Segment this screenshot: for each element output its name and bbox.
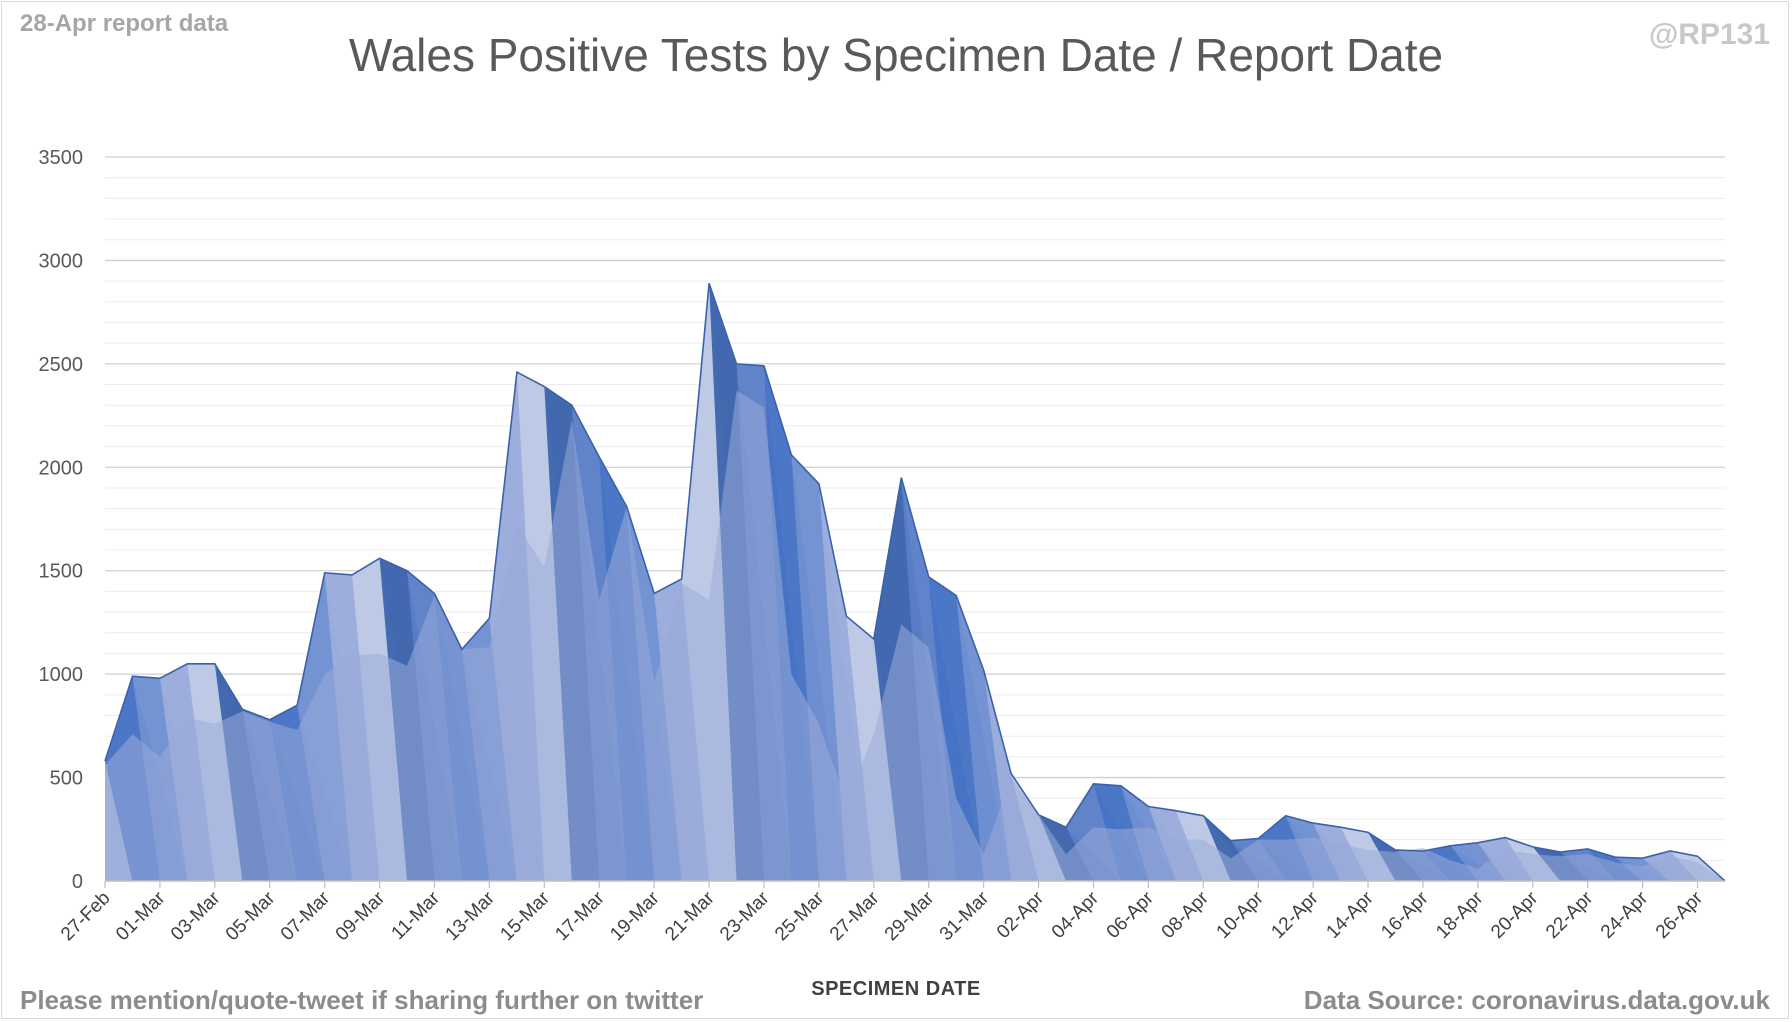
- x-tick-label: 23-Mar: [716, 887, 774, 945]
- series-lower-area: [105, 390, 1725, 881]
- x-tick-label: 25-Mar: [771, 887, 829, 945]
- x-tick-label: 17-Mar: [551, 887, 609, 945]
- x-tick-label: 09-Mar: [332, 887, 390, 945]
- x-axis-title: SPECIMEN DATE: [811, 978, 981, 1000]
- y-tick-label: 500: [50, 768, 83, 790]
- x-tick-label: 20-Apr: [1487, 887, 1543, 943]
- data-source: Data Source: coronavirus.data.gov.uk: [1303, 985, 1770, 1015]
- y-tick-label: 2000: [39, 457, 84, 479]
- x-tick-label: 24-Apr: [1597, 887, 1653, 943]
- report-date-label: 28-Apr report data: [20, 10, 229, 37]
- x-tick-label: 03-Mar: [167, 887, 225, 945]
- author-handle: @RP131: [1649, 18, 1770, 51]
- x-tick-label: 21-Mar: [661, 887, 719, 945]
- x-tick-label: 02-Apr: [993, 887, 1049, 943]
- x-tick-label: 12-Apr: [1267, 887, 1323, 943]
- x-tick-label: 07-Mar: [277, 887, 335, 945]
- x-tick-label: 26-Apr: [1652, 887, 1708, 943]
- x-tick-label: 15-Mar: [496, 887, 554, 945]
- y-tick-label: 3500: [39, 147, 84, 169]
- x-tick-label: 04-Apr: [1048, 887, 1104, 943]
- x-tick-label: 08-Apr: [1158, 887, 1214, 943]
- y-tick-label: 1000: [39, 664, 84, 686]
- x-tick-label: 19-Mar: [606, 887, 664, 945]
- x-tick-label: 01-Mar: [112, 887, 170, 945]
- x-tick-label: 05-Mar: [222, 887, 280, 945]
- x-tick-label: 11-Mar: [388, 887, 445, 944]
- x-tick-label: 31-Mar: [936, 887, 994, 945]
- chart-title: Wales Positive Tests by Specimen Date / …: [348, 29, 1444, 81]
- x-tick-label: 29-Mar: [881, 887, 939, 945]
- x-tick-label: 22-Apr: [1542, 887, 1598, 943]
- area-series-group: [104, 282, 1726, 882]
- y-tick-label: 3000: [39, 250, 84, 272]
- footer-note: Please mention/quote-tweet if sharing fu…: [20, 985, 704, 1015]
- x-tick-label: 27-Feb: [57, 888, 114, 945]
- y-tick-label: 0: [72, 871, 83, 893]
- x-tick-label: 27-Mar: [826, 887, 884, 945]
- y-tick-label: 1500: [39, 561, 84, 583]
- x-tick-label: 13-Mar: [442, 887, 500, 945]
- x-tick-label: 18-Apr: [1432, 887, 1488, 943]
- x-tick-label: 06-Apr: [1103, 887, 1159, 943]
- x-tick-label: 14-Apr: [1322, 887, 1378, 943]
- x-tick-label: 10-Apr: [1213, 887, 1269, 943]
- y-tick-label: 2500: [39, 354, 84, 376]
- x-tick-label: 16-Apr: [1377, 887, 1433, 943]
- series-top-line: [104, 282, 1726, 882]
